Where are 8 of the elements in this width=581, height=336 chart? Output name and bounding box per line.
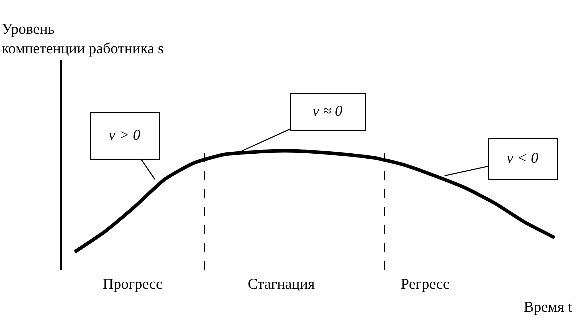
text: Прогресс xyxy=(103,277,164,293)
x-axis-title: Время t xyxy=(524,300,574,316)
text: Стагнация xyxy=(248,277,316,293)
text: Уровень компетенции работника s xyxy=(2,22,164,58)
text: v > 0 xyxy=(108,128,142,144)
text: v ≈ 0 xyxy=(312,104,344,120)
annotation: v < 0 xyxy=(506,151,540,167)
text: Регресс xyxy=(401,277,450,293)
